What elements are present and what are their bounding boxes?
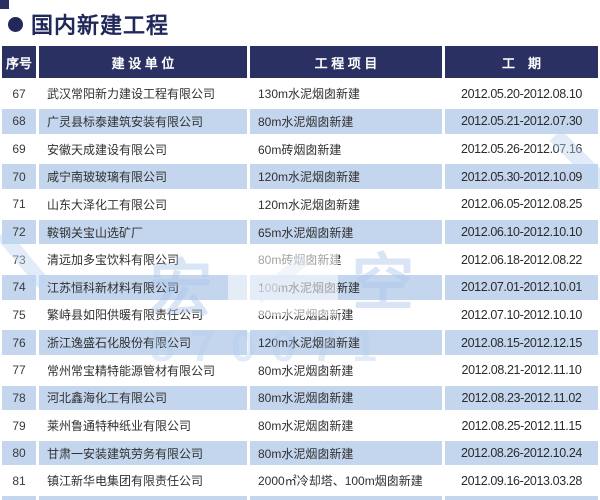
table-row: 75 繁峙县如阳供暖有限责任公司 80m水泥烟囱新建 2012.07.10-2012.… — [0, 301, 600, 329]
cell-period: 2012.08.25-2012.11.15 — [461, 418, 582, 433]
cell-project: 80m水泥烟囱新建 — [258, 308, 354, 323]
cell-project — [250, 496, 442, 500]
table-row: 72 鞍钢关宝山选矿厂 65m水泥烟囱新建 2012.06.10-2012.10.10 — [0, 218, 600, 246]
table-row: 79 莱州鲁通特种纸业有限公司 80m水泥烟囱新建 2012.08.25-2012.1… — [0, 412, 600, 440]
cell-project: 2000㎡冷却塔、100m烟囱新建 — [258, 474, 423, 489]
cell-company: 镇江新华电集团有限责任公司 — [47, 474, 204, 489]
cell-company: 河北鑫海化工有限公司 — [39, 385, 247, 411]
cell-company: 莱州鲁通特种纸业有限公司 — [47, 419, 192, 433]
table-row: 78 河北鑫海化工有限公司 80m水泥烟囱新建 2012.08.23-2012.11.… — [0, 384, 600, 412]
cell-period: 2012.05.21-2012.07.30 — [445, 109, 598, 134]
cell-period: 2012.07.01-2012.10.01 — [445, 274, 598, 300]
table-row: 68 广灵县标泰建筑安装有限公司 80m水泥烟囱新建 2012.05.21-2012.… — [0, 108, 600, 136]
cell-period: 2012.05.30-2012.10.09 — [445, 164, 598, 190]
table-body: 67 武汉常阳新力建设工程有限公司 130m水泥烟囱新建 2012.05.20-201… — [0, 80, 600, 500]
cell-period: 2012.08.23-2012.11.02 — [445, 385, 598, 411]
cell-period: 2012.06.10-2012.10.10 — [445, 219, 598, 245]
bullet-icon — [8, 16, 23, 32]
cell-no: 69 — [12, 142, 26, 157]
cell-period: 2012.08.26-2012.10.24 — [445, 440, 598, 466]
corner-decoration — [0, 0, 9, 9]
cell-project: 80m水泥烟囱新建 — [250, 440, 442, 466]
cell-company: 安徽天成建设有限公司 — [47, 142, 168, 157]
cell-no — [2, 496, 36, 500]
cell-project: 80m水泥烟囱新建 — [250, 109, 442, 134]
cell-period: 2012.05.20-2012.08.10 — [461, 86, 582, 101]
cell-no: 81 — [12, 473, 26, 488]
cell-project: 80m水泥烟囱新建 — [258, 419, 354, 433]
cell-company — [39, 496, 247, 500]
page-title: 国内新建工程 — [31, 13, 170, 38]
cell-project: 60m砖烟囱新建 — [258, 142, 342, 157]
cell-no: 70 — [2, 164, 36, 190]
cell-period: 2012.05.26-2012.07.16 — [461, 142, 582, 157]
section-title: 国内新建工程 — [8, 8, 169, 40]
cell-project: 120m水泥烟囱新建 — [258, 197, 361, 212]
cell-no: 77 — [12, 363, 26, 378]
cell-no: 73 — [12, 252, 26, 267]
cell-period: 2012.09.16-2013.03.28 — [461, 473, 582, 488]
cell-project: 80m水泥烟囱新建 — [258, 363, 354, 378]
cell-company: 山东大泽化工有限公司 — [47, 197, 168, 212]
cell-project: 65m水泥烟囱新建 — [250, 219, 442, 245]
cell-project: 100m水泥烟囱新建 — [250, 274, 442, 300]
cell-no: 79 — [12, 418, 26, 433]
table-row: 69 安徽天成建设有限公司 60m砖烟囱新建 2012.05.26-2012.07.1… — [0, 135, 600, 163]
cell-period: 2012.06.05-2012.08.25 — [461, 197, 582, 212]
cell-company: 常州常宝精特能源管材有限公司 — [47, 363, 216, 378]
table-row: 76 浙江逸盛石化股份有限公司 120m水泥烟囱新建 2012.08.15-2012.… — [0, 329, 600, 357]
cell-company: 浙江逸盛石化股份有限公司 — [39, 330, 247, 355]
cell-no: 67 — [12, 86, 26, 101]
column-header-no: 序号 — [2, 46, 36, 78]
table-row: 73 清远加多宝饮料有限公司 80m砖烟囱新建 2012.06.18-2012.08.… — [0, 246, 600, 274]
cell-company: 繁峙县如阳供暖有限责任公司 — [47, 308, 204, 323]
column-header-company: 建 设 单 位 — [39, 46, 247, 78]
table-row: 67 武汉常阳新力建设工程有限公司 130m水泥烟囱新建 2012.05.20-201… — [0, 80, 600, 108]
cell-project: 80m水泥烟囱新建 — [250, 385, 442, 411]
table-row: 77 常州常宝精特能源管材有限公司 80m水泥烟囱新建 2012.08.21-2012… — [0, 356, 600, 384]
cell-company: 江苏恒科新材料有限公司 — [39, 274, 247, 300]
cell-no: 71 — [12, 197, 26, 212]
cell-no: 72 — [2, 219, 36, 245]
cell-no: 74 — [2, 274, 36, 300]
table-row: 70 咸宁南玻玻璃有限公司 120m水泥烟囱新建 2012.05.30-2012.10… — [0, 163, 600, 191]
cell-period: 2012.06.18-2012.08.22 — [461, 252, 582, 267]
cell-no: 68 — [2, 109, 36, 134]
column-header-project: 工 程 项 目 — [250, 46, 442, 78]
cell-period — [445, 496, 598, 500]
cell-period: 2012.08.21-2012.11.10 — [461, 363, 582, 378]
cell-project: 120m水泥烟囱新建 — [250, 330, 442, 355]
cell-period: 2012.07.10-2012.10.10 — [461, 307, 582, 322]
cell-no: 75 — [12, 307, 26, 322]
table-row: 81 镇江新华电集团有限责任公司 2000㎡冷却塔、100m烟囱新建 2012.09.… — [0, 467, 600, 495]
cell-company: 鞍钢关宝山选矿厂 — [39, 219, 247, 245]
cell-period: 2012.08.15-2012.12.15 — [445, 330, 598, 355]
cell-company: 甘肃一安装建筑劳务有限公司 — [39, 440, 247, 466]
cell-project: 130m水泥烟囱新建 — [258, 87, 361, 102]
column-header-period: 工 期 — [445, 46, 598, 78]
cell-no: 78 — [2, 385, 36, 411]
cell-project: 120m水泥烟囱新建 — [250, 164, 442, 190]
cell-company: 广灵县标泰建筑安装有限公司 — [39, 109, 247, 134]
cell-company: 武汉常阳新力建设工程有限公司 — [47, 87, 216, 102]
cell-no: 76 — [2, 330, 36, 355]
table-row: 74 江苏恒科新材料有限公司 100m水泥烟囱新建 2012.07.01-2012.1… — [0, 273, 600, 301]
table-row-partial — [0, 495, 600, 500]
cell-project: 80m砖烟囱新建 — [258, 253, 342, 268]
table-row: 71 山东大泽化工有限公司 120m水泥烟囱新建 2012.06.05-2012.08… — [0, 191, 600, 219]
table-header: 序号 建 设 单 位 工 程 项 目 工 期 — [0, 46, 600, 78]
table-row: 80 甘肃一安装建筑劳务有限公司 80m水泥烟囱新建 2012.08.26-2012.… — [0, 439, 600, 467]
cell-company: 咸宁南玻玻璃有限公司 — [39, 164, 247, 190]
cell-no: 80 — [2, 440, 36, 466]
cell-company: 清远加多宝饮料有限公司 — [47, 253, 180, 268]
